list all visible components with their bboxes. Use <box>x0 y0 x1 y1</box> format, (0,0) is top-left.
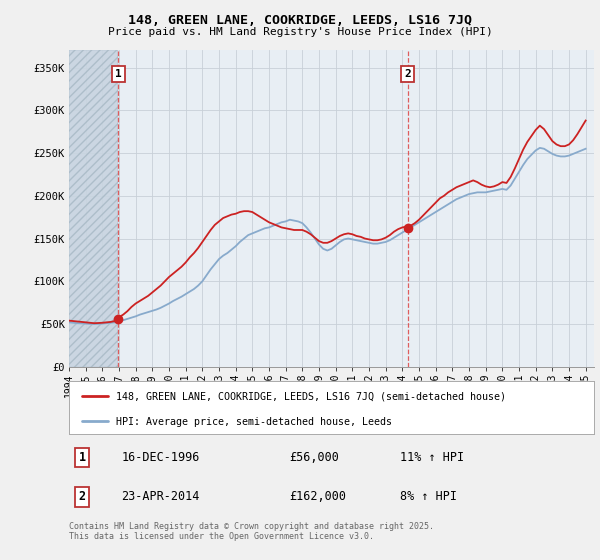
Text: 8% ↑ HPI: 8% ↑ HPI <box>400 491 457 503</box>
Text: £56,000: £56,000 <box>290 451 340 464</box>
Text: 1: 1 <box>115 69 122 79</box>
Text: £162,000: £162,000 <box>290 491 347 503</box>
Text: 148, GREEN LANE, COOKRIDGE, LEEDS, LS16 7JQ: 148, GREEN LANE, COOKRIDGE, LEEDS, LS16 … <box>128 14 472 27</box>
Text: 11% ↑ HPI: 11% ↑ HPI <box>400 451 464 464</box>
Text: HPI: Average price, semi-detached house, Leeds: HPI: Average price, semi-detached house,… <box>116 417 392 427</box>
Text: Price paid vs. HM Land Registry's House Price Index (HPI): Price paid vs. HM Land Registry's House … <box>107 27 493 37</box>
Text: 148, GREEN LANE, COOKRIDGE, LEEDS, LS16 7JQ (semi-detached house): 148, GREEN LANE, COOKRIDGE, LEEDS, LS16 … <box>116 392 506 402</box>
Text: 16-DEC-1996: 16-DEC-1996 <box>121 451 200 464</box>
Text: 1: 1 <box>79 451 86 464</box>
Text: 23-APR-2014: 23-APR-2014 <box>121 491 200 503</box>
Text: 2: 2 <box>404 69 411 79</box>
Text: Contains HM Land Registry data © Crown copyright and database right 2025.
This d: Contains HM Land Registry data © Crown c… <box>69 522 434 542</box>
Bar <box>69 50 118 367</box>
Text: 2: 2 <box>79 491 86 503</box>
